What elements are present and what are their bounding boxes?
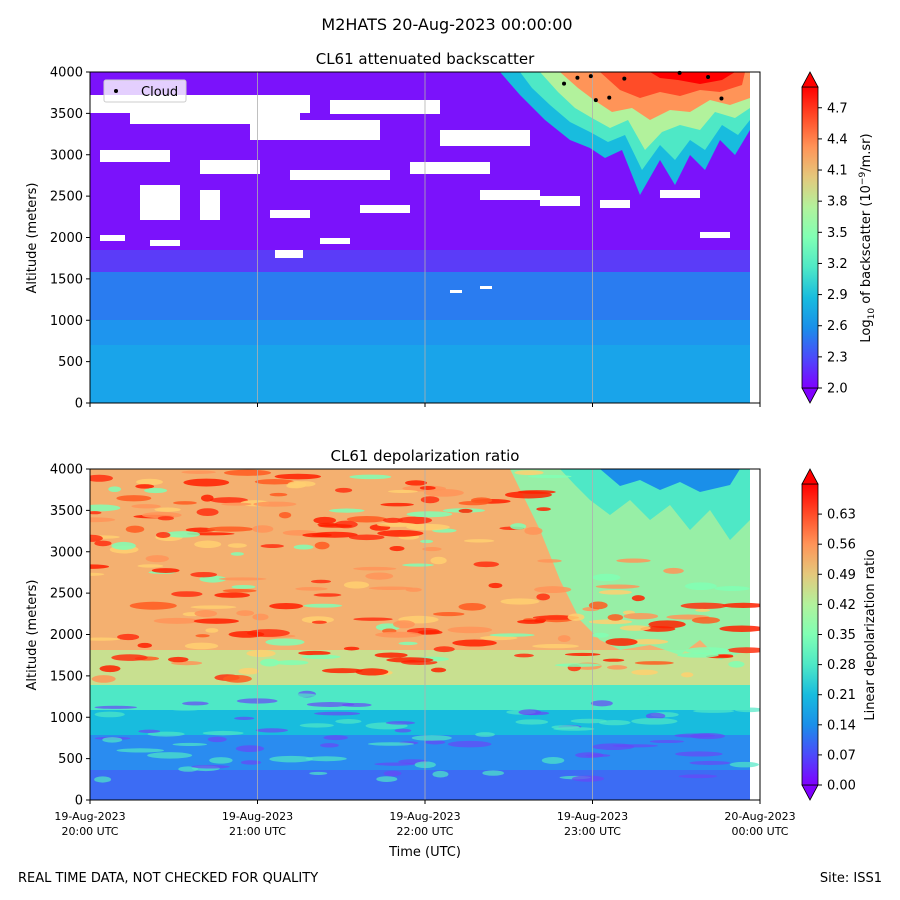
cloud-legend-marker (114, 89, 118, 93)
depolarization-x-label: Time (UTC) (388, 845, 461, 860)
cloud-point (706, 74, 711, 79)
depolarization-speckle (90, 469, 760, 783)
cloud-point (593, 98, 598, 103)
cloud-point (622, 76, 627, 81)
backscatter-colorbar-tick-label: 2.6 (827, 319, 848, 334)
backscatter-colorbar-tick-label: 4.7 (827, 101, 848, 116)
backscatter-y-tick-label: 1000 (50, 314, 83, 329)
backscatter-y-tick-label: 3500 (50, 107, 83, 122)
depolarization-heatmap (90, 469, 760, 800)
depolarization-colorbar-tick-label: 0.21 (827, 688, 856, 703)
depolarization-colorbar-tick-label: 0.63 (827, 508, 856, 523)
cloud-legend: Cloud (103, 79, 187, 103)
x-tick-time-label: 21:00 UTC (229, 825, 286, 838)
backscatter-y-ticks: 0 500 1000 1500 2000 2500 3000 3500 4000 (50, 66, 90, 412)
depolarization-colorbar-tick-label: 0.28 (827, 658, 856, 673)
depolarization-colorbar-tick-label: 0.00 (827, 779, 856, 794)
x-tick-date-label: 19-Aug-2023 (557, 810, 628, 823)
x-tick-date-label: 19-Aug-2023 (54, 810, 125, 823)
backscatter-colorbar-ticks: 2.0 2.3 2.6 2.9 3.2 3.5 3.8 4.1 4.4 4.7 (818, 101, 848, 397)
x-tick-date-label: 20-Aug-2023 (724, 810, 795, 823)
cloud-legend-label: Cloud (141, 85, 178, 100)
backscatter-y-tick-label: 0 (75, 397, 83, 412)
cloud-point (677, 70, 682, 75)
backscatter-colorbar-tick-label: 3.5 (827, 226, 848, 241)
depolarization-colorbar-label: Linear depolarization ratio (863, 549, 878, 720)
cloud-point (719, 96, 724, 101)
depolarization-y-tick-label: 3500 (50, 504, 83, 519)
backscatter-colorbar-tick-label: 4.4 (827, 132, 848, 147)
backscatter-colorbar-tick-label: 3.2 (827, 257, 848, 272)
footer-site: Site: ISS1 (820, 871, 882, 886)
depolarization-y-tick-label: 3000 (50, 545, 83, 560)
depolarization-gridlines (257, 469, 593, 800)
depolarization-y-tick-label: 0 (75, 794, 83, 809)
backscatter-colorbar-tick-label: 4.1 (827, 164, 848, 179)
depolarization-y-ticks: 0 500 1000 1500 2000 2500 3000 3500 4000 (50, 463, 90, 809)
backscatter-y-tick-label: 4000 (50, 66, 83, 81)
depolarization-colorbar-tick-label: 0.14 (827, 718, 856, 733)
depolarization-title: CL61 depolarization ratio (331, 447, 520, 465)
depolarization-panel: CL61 depolarization ratio 0 500 1000 1500 20… (25, 447, 878, 860)
backscatter-y-tick-label: 500 (58, 355, 83, 370)
x-tick-date-label: 19-Aug-2023 (389, 810, 460, 823)
backscatter-title: CL61 attenuated backscatter (316, 50, 535, 68)
x-tick-time-label: 00:00 UTC (731, 825, 788, 838)
backscatter-y-tick-label: 3000 (50, 148, 83, 163)
x-tick-time-label: 20:00 UTC (61, 825, 118, 838)
backscatter-colorbar-tick-label: 3.8 (827, 195, 848, 210)
backscatter-gridlines (257, 72, 593, 403)
depolarization-y-tick-label: 1000 (50, 711, 83, 726)
depolarization-colorbar-ticks: 0.00 0.07 0.14 0.21 0.28 0.35 0.42 0.49 0.56 0.63 (818, 508, 856, 794)
backscatter-heatmap (90, 72, 760, 403)
depolarization-colorbar-tick-label: 0.56 (827, 538, 856, 553)
backscatter-colorbar-label: Log10 of backscatter (10−9/m.sr) (858, 133, 877, 342)
backscatter-colorbar: 2.0 2.3 2.6 2.9 3.2 3.5 3.8 4.1 4.4 4.7 Log10 of … (801, 71, 877, 404)
depolarization-colorbar-tick-label: 0.35 (827, 628, 856, 643)
cloud-point (607, 95, 612, 100)
depolarization-colorbar-tick-label: 0.42 (827, 598, 856, 613)
backscatter-colorbar-tick-label: 2.0 (827, 382, 848, 397)
footer-disclaimer: REAL TIME DATA, NOT CHECKED FOR QUALITY (18, 871, 318, 886)
depolarization-y-tick-label: 2500 (50, 587, 83, 602)
backscatter-y-tick-label: 2000 (50, 231, 83, 246)
backscatter-panel: CL61 attenuated backscatter (25, 50, 877, 412)
x-tick-date-label: 19-Aug-2023 (222, 810, 293, 823)
depolarization-colorbar-tick-label: 0.07 (827, 748, 856, 763)
depolarization-y-label: Altitude (meters) (25, 580, 40, 691)
depolarization-y-tick-label: 500 (58, 752, 83, 767)
backscatter-colorbar-tick-label: 2.9 (827, 288, 848, 303)
cloud-point (588, 74, 593, 79)
cloud-point (562, 81, 567, 86)
depolarization-y-tick-label: 4000 (50, 463, 83, 478)
backscatter-y-label: Altitude (meters) (25, 183, 40, 294)
x-tick-time-label: 22:00 UTC (396, 825, 453, 838)
x-tick-time-label: 23:00 UTC (564, 825, 621, 838)
depolarization-colorbar-tick-label: 0.49 (827, 568, 856, 583)
backscatter-x-ticks (89, 403, 761, 407)
figure-suptitle: M2HATS 20-Aug-2023 00:00:00 (321, 15, 572, 34)
backscatter-y-tick-label: 1500 (50, 272, 83, 287)
depolarization-x-ticks: 19-Aug-2023 20:00 UTC 19-Aug-2023 21:00 UTC… (54, 800, 796, 838)
cloud-point (575, 75, 580, 80)
depolarization-colorbar: 0.00 0.07 0.14 0.21 0.28 0.35 0.42 0.49 0.56 0.63… (801, 468, 878, 801)
depolarization-y-tick-label: 2000 (50, 628, 83, 643)
depolarization-y-tick-label: 1500 (50, 669, 83, 684)
backscatter-colorbar-tick-label: 2.3 (827, 350, 848, 365)
backscatter-y-tick-label: 2500 (50, 190, 83, 205)
